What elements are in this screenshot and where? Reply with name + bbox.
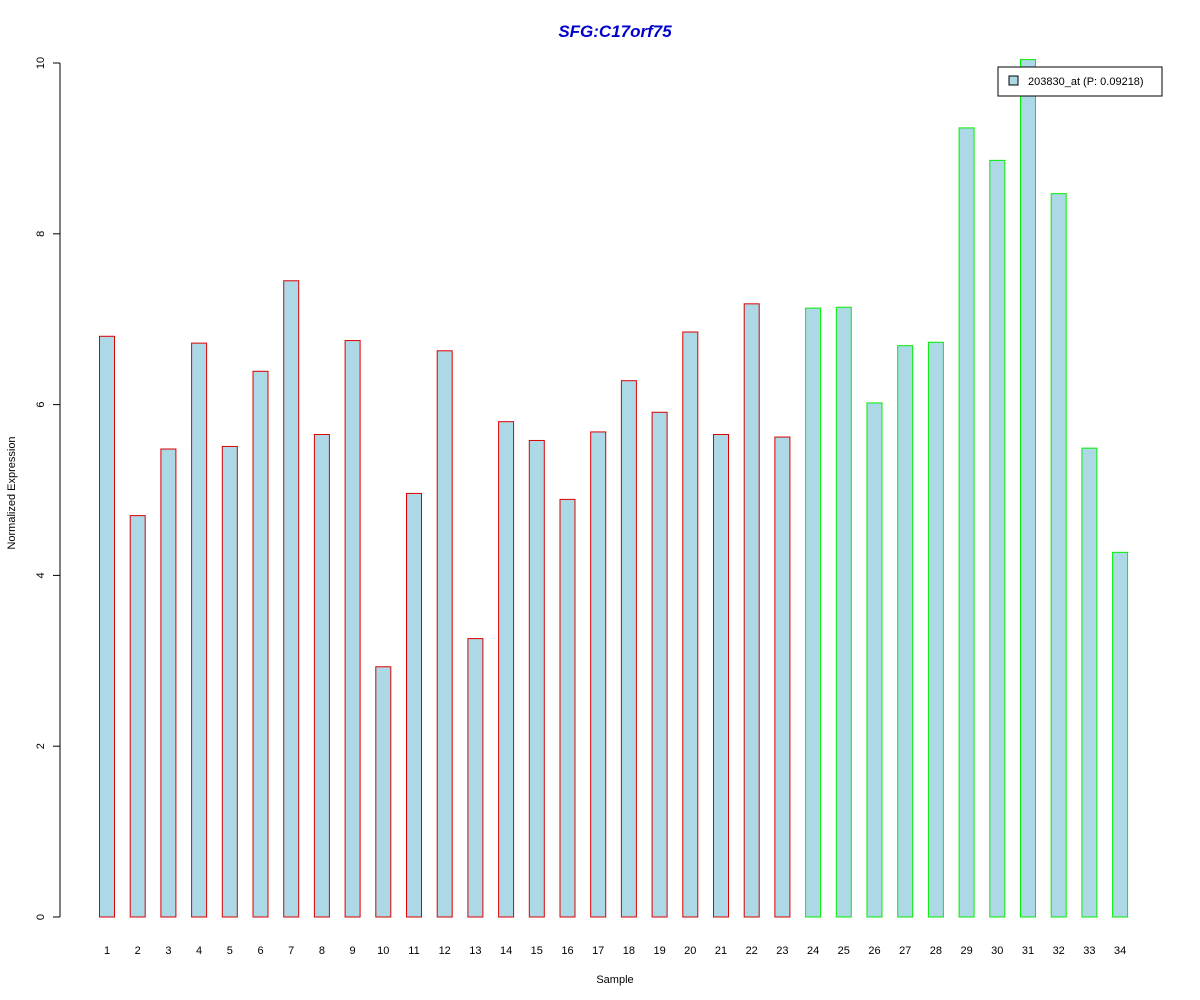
x-tick-label: 20 — [684, 945, 696, 957]
bar-sample-27 — [897, 345, 914, 918]
x-tick-label: 3 — [165, 945, 171, 957]
x-tick-label: 34 — [1114, 945, 1126, 957]
bar-sample-15 — [528, 439, 545, 918]
bar-sample-26 — [866, 402, 883, 918]
x-tick-label: 12 — [439, 945, 451, 957]
bar-sample-6 — [252, 370, 269, 918]
x-tick-label: 4 — [196, 945, 202, 957]
y-tick-label: 6 — [35, 402, 47, 408]
bar-sample-32 — [1050, 193, 1067, 918]
bar-sample-25 — [835, 306, 852, 918]
bar-sample-5 — [221, 445, 238, 918]
y-axis-ticks: 0 2 4 6 8 10 — [35, 57, 60, 920]
x-axis-label: Sample — [596, 974, 633, 986]
legend-box — [997, 66, 1163, 97]
bar-sample-33 — [1081, 447, 1098, 918]
x-tick-label: 17 — [592, 945, 604, 957]
bar-sample-11 — [406, 492, 422, 918]
x-tick-label: 29 — [960, 945, 972, 957]
bar-sample-2 — [129, 515, 146, 918]
bar-sample-18 — [620, 380, 637, 918]
legend: 203830_at (P: 0.09218) — [997, 66, 1163, 97]
x-tick-label: 1 — [104, 945, 110, 957]
x-tick-label: 30 — [991, 945, 1003, 957]
chart-title: SFG:C17orf75 — [558, 22, 672, 41]
bar-sample-16 — [559, 498, 576, 918]
x-tick-label: 19 — [653, 945, 665, 957]
y-tick-label: 0 — [35, 914, 47, 920]
x-tick-label: 22 — [746, 945, 758, 957]
x-tick-label: 26 — [868, 945, 880, 957]
bar-sample-21 — [713, 433, 729, 918]
bar-sample-3 — [160, 448, 177, 918]
x-tick-label: 15 — [531, 945, 543, 957]
x-tick-label: 18 — [623, 945, 635, 957]
bar-sample-22 — [743, 303, 760, 918]
x-tick-label: 32 — [1053, 945, 1065, 957]
x-tick-label: 23 — [776, 945, 788, 957]
bars-group — [99, 59, 1129, 918]
bar-sample-24 — [805, 307, 822, 918]
bar-sample-23 — [774, 436, 791, 918]
bar-sample-30 — [989, 159, 1006, 918]
y-tick-label: 8 — [35, 231, 47, 237]
bar-sample-19 — [651, 411, 668, 918]
y-tick-label: 2 — [35, 743, 47, 749]
bar-sample-1 — [99, 335, 115, 918]
x-tick-label: 5 — [227, 945, 233, 957]
bar-sample-20 — [682, 331, 699, 918]
x-tick-label: 16 — [561, 945, 573, 957]
x-tick-label: 25 — [838, 945, 850, 957]
x-tick-label: 6 — [257, 945, 263, 957]
bar-sample-4 — [191, 342, 208, 918]
y-axis-label: Normalized Expression — [6, 436, 18, 549]
bar-sample-10 — [375, 666, 392, 918]
x-tick-label: 7 — [288, 945, 294, 957]
y-tick-label: 10 — [35, 57, 47, 69]
x-tick-label: 33 — [1083, 945, 1095, 957]
bar-sample-13 — [467, 638, 484, 918]
x-tick-label: 8 — [319, 945, 325, 957]
x-tick-label: 31 — [1022, 945, 1034, 957]
x-tick-label: 2 — [135, 945, 141, 957]
x-tick-label: 21 — [715, 945, 727, 957]
x-tick-label: 9 — [350, 945, 356, 957]
bar-sample-7 — [283, 280, 300, 918]
bar-sample-12 — [436, 350, 453, 918]
legend-label: 203830_at (P: 0.09218) — [1028, 76, 1144, 88]
x-tick-label: 13 — [469, 945, 481, 957]
bar-sample-8 — [313, 433, 330, 918]
bar-sample-28 — [927, 341, 944, 918]
bar-sample-14 — [498, 421, 515, 918]
x-tick-label: 11 — [408, 945, 419, 957]
bar-sample-9 — [344, 340, 361, 918]
bar-sample-17 — [590, 431, 607, 918]
x-tick-label: 24 — [807, 945, 819, 957]
bar-sample-29 — [958, 127, 975, 918]
x-tick-label: 10 — [377, 945, 389, 957]
bar-sample-34 — [1112, 551, 1129, 918]
x-axis-tick-labels: 1 2 3 4 5 6 7 8 9 10 11 12 13 14 15 16 17 18 19 20 21 22 23 24 2… — [104, 945, 1126, 957]
x-tick-label: 28 — [930, 945, 942, 957]
y-tick-label: 4 — [35, 572, 47, 578]
bar-sample-31 — [1020, 59, 1036, 918]
x-tick-label: 14 — [500, 945, 512, 957]
legend-swatch — [1008, 75, 1019, 86]
x-tick-label: 27 — [899, 945, 911, 957]
